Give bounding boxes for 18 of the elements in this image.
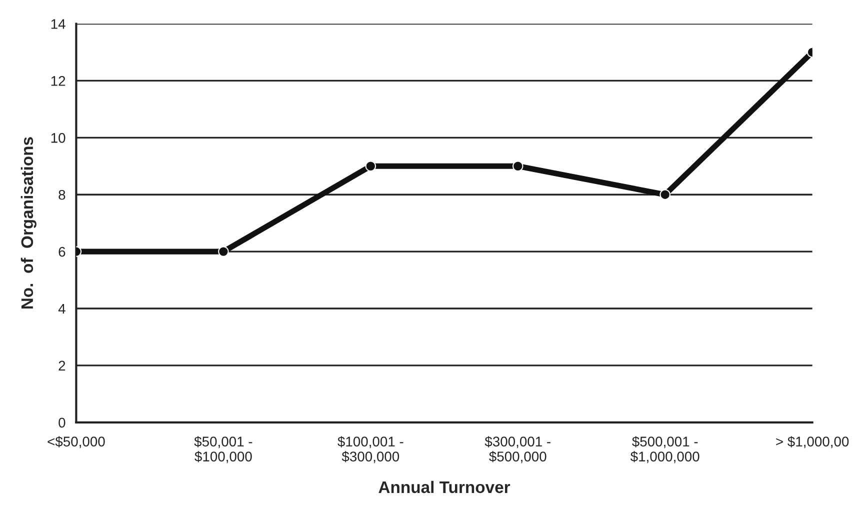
point [365, 160, 376, 172]
y-tick-label: 0 [58, 418, 66, 428]
x-tick-label: $500,001 - $1,000,000 [630, 436, 700, 464]
y-tick-label: 12 [51, 76, 66, 86]
y-tick-label: 4 [58, 304, 66, 314]
point [512, 160, 524, 172]
x-tick-label: $300,001 - $500,000 [484, 436, 550, 464]
y-axis-title: No. of Organisations [20, 137, 36, 309]
y-tick-label: 8 [58, 190, 66, 200]
x-tick-label: $50,001 - $100,000 [194, 436, 252, 464]
x-axis-title: Annual Turnover [378, 480, 510, 494]
y-tick-label: 14 [51, 19, 66, 29]
y-tick-label: 10 [51, 132, 66, 143]
x-tick-label: <$50,000 [48, 436, 105, 448]
y-tick-label: 6 [58, 246, 66, 257]
x-tick-label: > $1,000,00 [776, 436, 849, 448]
x-tick-label: $100,001 - $300,000 [338, 436, 404, 464]
y-tick-label: 2 [58, 360, 66, 370]
